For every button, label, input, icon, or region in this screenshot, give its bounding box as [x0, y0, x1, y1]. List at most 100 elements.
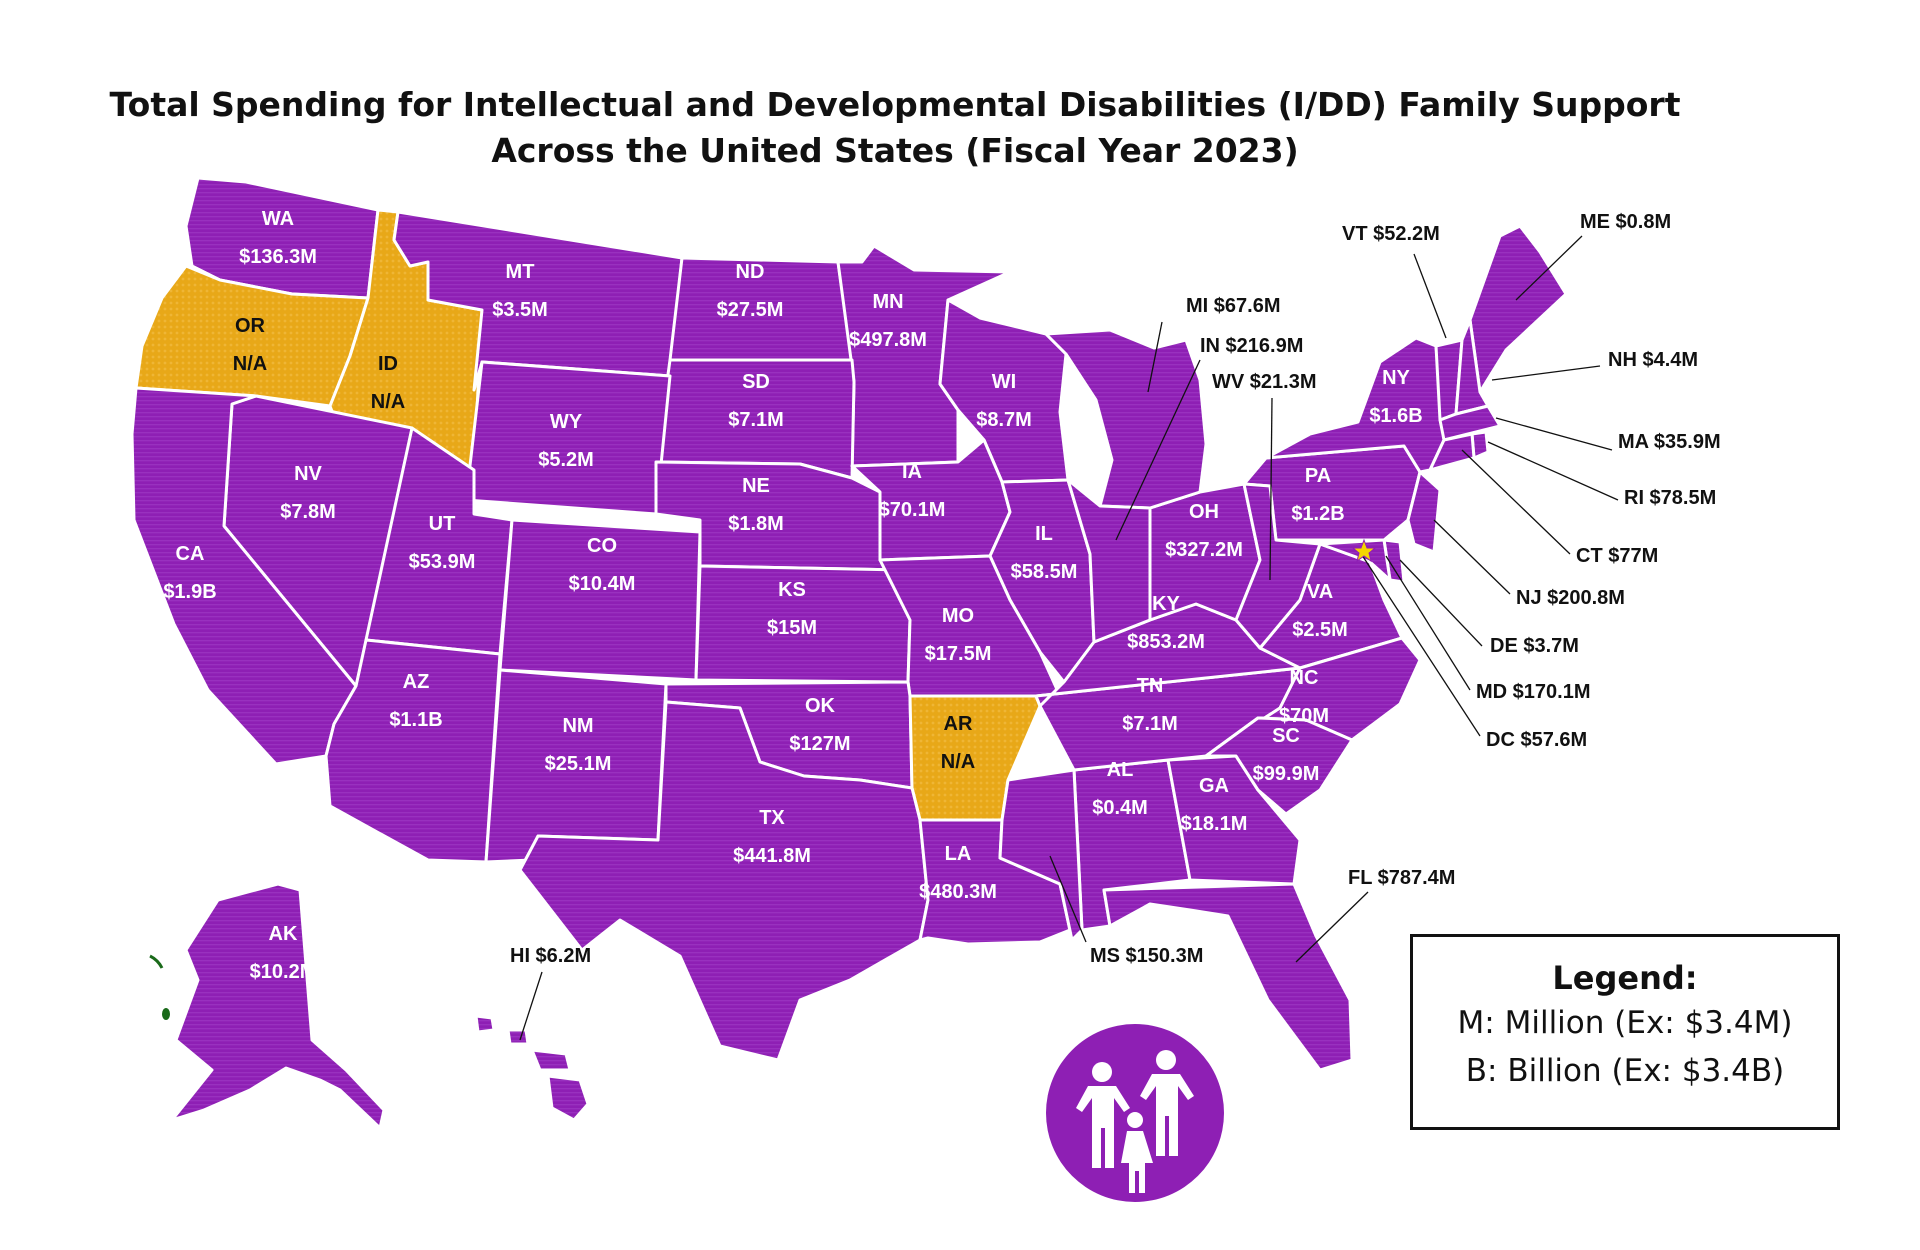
state-ct	[1428, 432, 1476, 472]
legend-billion: B: Billion (Ex: $3.4B)	[1465, 1053, 1785, 1089]
state-sc	[1204, 716, 1354, 816]
state-label-ks: KS	[778, 579, 806, 601]
state-value-sc: $99.9M	[1253, 763, 1320, 785]
state-label-pa: PA	[1305, 465, 1331, 487]
state-value-ar: N/A	[941, 751, 975, 773]
state-label-nd: ND	[736, 261, 765, 283]
leader-line-nh	[1491, 365, 1601, 381]
state-value-id: N/A	[371, 391, 405, 413]
state-ms	[998, 768, 1084, 942]
leader-line-ri	[1487, 441, 1619, 501]
leader-line-de	[1399, 559, 1483, 647]
family-icon	[1046, 1024, 1224, 1202]
title-line-2: Across the United States (Fiscal Year 20…	[491, 131, 1299, 170]
dc-star-icon	[1351, 538, 1377, 563]
title-line-1: Total Spending for Intellectual and Deve…	[109, 85, 1681, 124]
state-label-ca: CA	[176, 543, 205, 565]
legend-box: Legend: M: Million (Ex: $3.4M) B: Billio…	[1410, 934, 1840, 1130]
state-value-il: $58.5M	[1011, 561, 1078, 583]
state-value-nm: $25.1M	[545, 753, 612, 775]
map-title: Total Spending for Intellectual and Deve…	[0, 82, 1790, 174]
state-label-nm: NM	[562, 715, 593, 737]
state-label-co: CO	[587, 535, 617, 557]
state-label-tn: TN	[1137, 675, 1164, 697]
state-value-oh: $327.2M	[1165, 539, 1243, 561]
state-wy	[464, 360, 672, 516]
state-label-il: IL	[1035, 523, 1053, 545]
state-label-ia: IA	[902, 461, 922, 483]
state-hi	[474, 1014, 590, 1122]
leader-line-hi	[519, 971, 543, 1041]
state-label-mo: MO	[942, 605, 974, 627]
state-value-ne: $1.8M	[728, 513, 784, 535]
state-label-va: VA	[1307, 581, 1333, 603]
state-callout-ma: MA $35.9M	[1618, 431, 1721, 453]
state-value-ks: $15M	[767, 617, 817, 639]
state-nj	[1406, 470, 1442, 554]
state-label-mn: MN	[872, 291, 903, 313]
island-mark	[162, 1008, 170, 1020]
state-label-az: AZ	[403, 671, 430, 693]
state-label-id: ID	[378, 353, 398, 375]
state-value-ak: $10.2M	[250, 961, 317, 983]
state-callout-fl: FL $787.4M	[1348, 867, 1455, 889]
state-tx	[518, 700, 930, 1062]
state-value-ca: $1.9B	[163, 581, 216, 603]
state-value-mt: $3.5M	[492, 299, 548, 321]
state-value-ga: $18.1M	[1181, 813, 1248, 835]
state-callout-md: MD $170.1M	[1476, 681, 1591, 703]
state-label-ar: AR	[944, 713, 973, 735]
state-value-mo: $17.5M	[925, 643, 992, 665]
state-value-ky: $853.2M	[1127, 631, 1205, 653]
state-value-az: $1.1B	[389, 709, 442, 731]
state-label-mt: MT	[506, 261, 535, 283]
state-callout-mi: MI $67.6M	[1186, 295, 1280, 317]
island-mark	[149, 954, 164, 969]
state-label-ne: NE	[742, 475, 770, 497]
state-value-wy: $5.2M	[538, 449, 594, 471]
state-label-nc: NC	[1290, 667, 1319, 689]
state-value-nc: $70M	[1279, 705, 1329, 727]
state-callout-hi: HI $6.2M	[510, 945, 591, 967]
state-value-wa: $136.3M	[239, 246, 317, 268]
state-label-wi: WI	[992, 371, 1016, 393]
legend-title: Legend:	[1552, 959, 1698, 997]
state-value-ia: $70.1M	[879, 499, 946, 521]
state-value-ut: $53.9M	[409, 551, 476, 573]
state-label-tx: TX	[759, 807, 785, 829]
state-value-wi: $8.7M	[976, 409, 1032, 431]
state-value-la: $480.3M	[919, 881, 997, 903]
state-me	[1468, 224, 1568, 394]
state-callout-wv: WV $21.3M	[1212, 371, 1316, 393]
state-label-al: AL	[1107, 759, 1134, 781]
state-mi	[1044, 328, 1208, 510]
state-value-tx: $441.8M	[733, 845, 811, 867]
leader-line-wv	[1269, 397, 1273, 581]
state-callout-nh: NH $4.4M	[1608, 349, 1698, 371]
leader-line-dc	[1359, 551, 1481, 737]
state-ak	[170, 882, 386, 1130]
leader-line-in	[1115, 359, 1201, 541]
state-wv	[1234, 482, 1322, 650]
state-value-mn: $497.8M	[849, 329, 927, 351]
state-label-ut: UT	[429, 513, 456, 535]
leader-line-ms	[1049, 855, 1087, 943]
state-label-sd: SD	[742, 371, 770, 393]
state-value-nv: $7.8M	[280, 501, 336, 523]
state-callout-ms: MS $150.3M	[1090, 945, 1203, 967]
state-callout-ri: RI $78.5M	[1624, 487, 1716, 509]
state-label-oh: OH	[1189, 501, 1219, 523]
state-nh	[1454, 318, 1490, 416]
leader-line-nj	[1433, 519, 1511, 595]
state-label-la: LA	[945, 843, 972, 865]
state-callout-vt: VT $52.2M	[1342, 223, 1440, 245]
state-fl	[1102, 882, 1354, 1072]
state-value-sd: $7.1M	[728, 409, 784, 431]
state-value-va: $2.5M	[1292, 619, 1348, 641]
state-label-or: OR	[235, 315, 266, 337]
leader-line-vt	[1413, 253, 1447, 339]
state-label-ak: AK	[269, 923, 298, 945]
state-callout-dc: DC $57.6M	[1486, 729, 1587, 751]
state-label-sc: SC	[1272, 725, 1300, 747]
